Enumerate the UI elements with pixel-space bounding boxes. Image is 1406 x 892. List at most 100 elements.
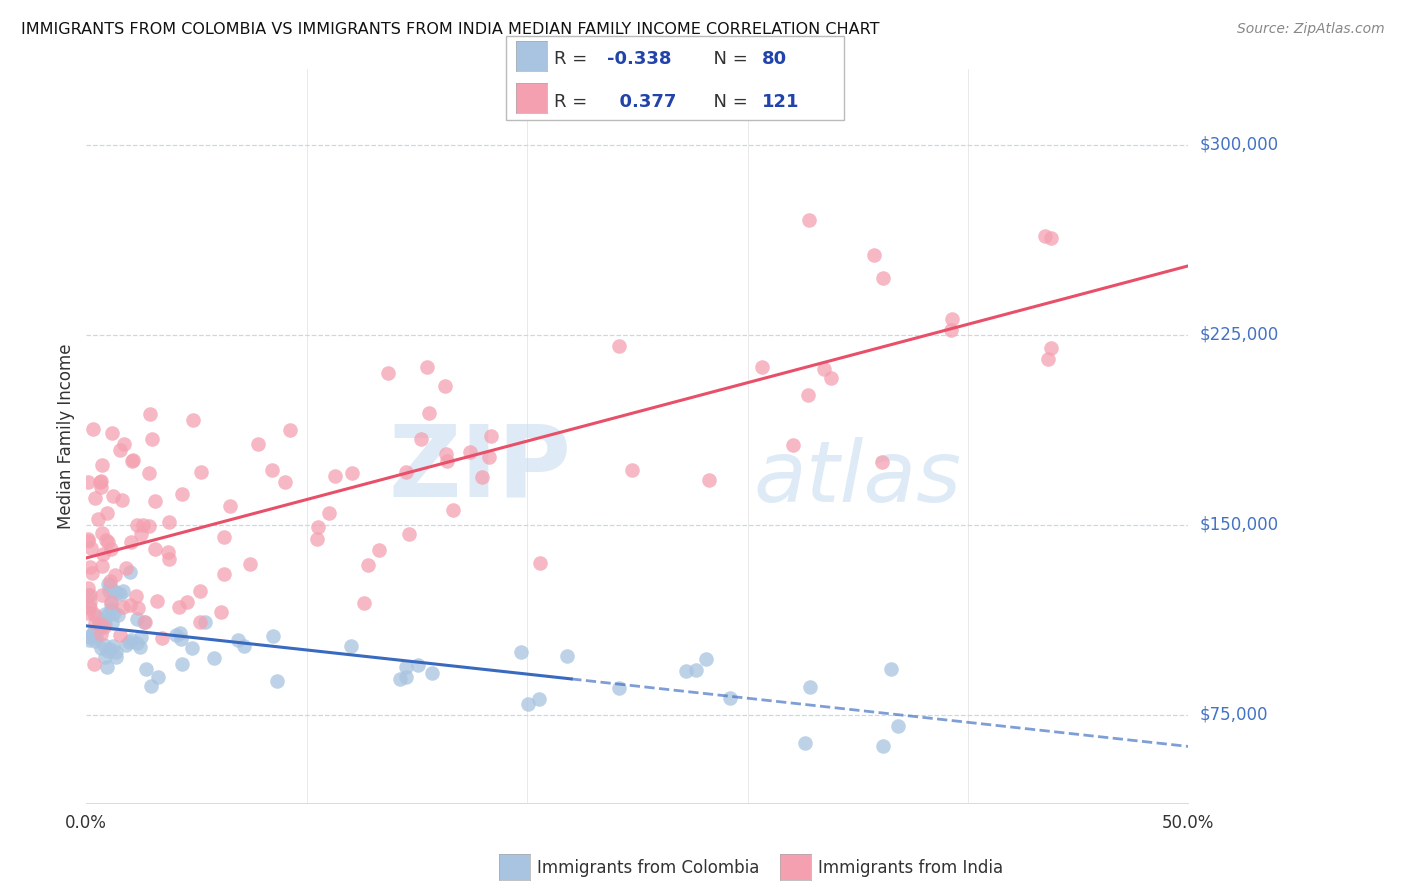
Point [103, 584, 125, 599]
Point [148, 670, 170, 684]
Point [797, 213, 820, 227]
Point [111, 584, 134, 599]
Point [167, 600, 190, 615]
Point [129, 640, 152, 655]
Point [138, 519, 160, 533]
Point [108, 628, 131, 642]
Point [96, 660, 118, 674]
Point [395, 465, 418, 479]
Point [131, 630, 153, 644]
Point [527, 691, 550, 706]
Point [398, 527, 420, 541]
Point [202, 651, 225, 665]
Point [165, 627, 187, 641]
Point [104, 645, 127, 659]
Point [418, 407, 440, 421]
Point [416, 359, 439, 374]
Point [339, 640, 361, 654]
Point [139, 407, 162, 421]
Point [157, 516, 180, 530]
Text: Immigrants from India: Immigrants from India [818, 859, 1004, 877]
Point [89, 475, 111, 489]
Point [176, 595, 198, 609]
Text: N =: N = [702, 93, 754, 111]
Point [104, 649, 127, 664]
Point [156, 545, 179, 559]
Point [941, 311, 963, 326]
Text: IMMIGRANTS FROM COLOMBIA VS IMMIGRANTS FROM INDIA MEDIAN FAMILY INCOME CORRELATI: IMMIGRANTS FROM COLOMBIA VS IMMIGRANTS F… [21, 22, 880, 37]
Point [813, 362, 835, 376]
Point [89, 617, 111, 632]
Point [134, 615, 156, 630]
Point [209, 605, 232, 619]
Point [143, 494, 166, 508]
Point [246, 437, 269, 451]
Point [157, 552, 180, 566]
Point [388, 672, 411, 686]
Point [239, 557, 262, 571]
Point [100, 597, 122, 611]
Point [90, 627, 112, 641]
Point [114, 561, 136, 575]
Point [84, 630, 107, 644]
Point [111, 493, 134, 508]
Point [84, 616, 107, 631]
Point [181, 640, 204, 655]
Point [434, 447, 457, 461]
Point [262, 463, 284, 477]
Point [90, 558, 112, 573]
Point [108, 587, 131, 601]
Point [820, 371, 842, 385]
Point [621, 463, 644, 477]
Point [172, 487, 194, 501]
Point [872, 271, 894, 285]
Point [129, 527, 152, 541]
Point [886, 719, 908, 733]
Point [84, 634, 107, 648]
Point [273, 475, 295, 490]
Point [90, 588, 112, 602]
Point [97, 535, 120, 549]
Point [368, 543, 391, 558]
Text: ZIP: ZIP [388, 420, 571, 517]
Point [441, 502, 464, 516]
Point [262, 629, 284, 643]
Text: 0.377: 0.377 [607, 93, 676, 111]
Point [127, 636, 149, 650]
Point [478, 450, 501, 464]
Text: 121: 121 [762, 93, 800, 111]
Point [80, 566, 103, 581]
Point [127, 601, 149, 615]
Point [101, 640, 124, 654]
Point [83, 607, 105, 621]
Point [120, 535, 142, 549]
Point [98, 578, 121, 592]
Point [782, 437, 804, 451]
Point [79, 595, 101, 609]
Text: $75,000: $75,000 [1199, 706, 1268, 723]
Point [94, 607, 117, 622]
Point [77, 588, 100, 602]
Point [84, 491, 107, 505]
Point [318, 506, 340, 520]
Point [97, 577, 120, 591]
Point [479, 429, 502, 443]
Text: N =: N = [702, 51, 754, 69]
Point [409, 432, 432, 446]
Point [1039, 230, 1062, 244]
Point [697, 473, 720, 487]
Point [232, 639, 254, 653]
Point [135, 662, 157, 676]
Point [143, 541, 166, 556]
Point [434, 378, 457, 392]
Point [96, 506, 118, 520]
Point [794, 736, 817, 750]
Point [121, 454, 143, 468]
Point [93, 620, 115, 634]
Text: Immigrants from Colombia: Immigrants from Colombia [537, 859, 759, 877]
Point [86, 609, 108, 624]
Point [212, 566, 235, 581]
Point [139, 679, 162, 693]
Point [214, 530, 236, 544]
Point [115, 638, 138, 652]
